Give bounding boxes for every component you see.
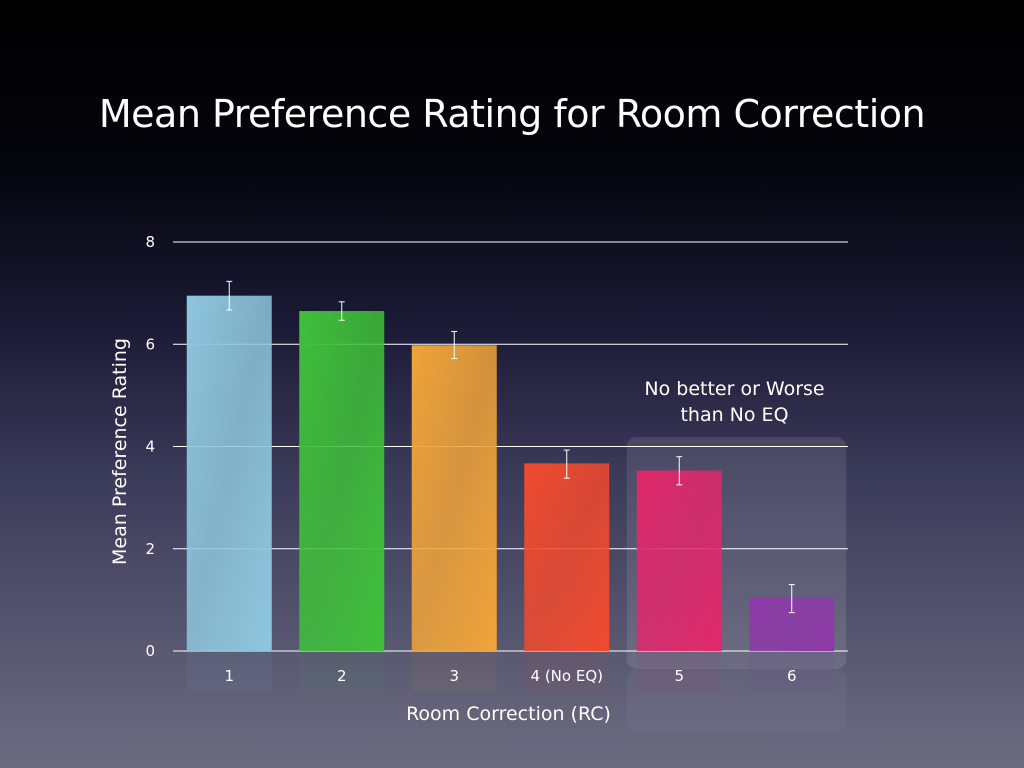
x-tick-label: 2 — [337, 667, 347, 685]
x-tick-label: 6 — [787, 667, 797, 685]
y-tick-label: 8 — [145, 233, 155, 251]
y-tick-label: 2 — [145, 540, 155, 558]
error-bar — [563, 449, 570, 479]
tick-labels: 0 2 4 6 8 1 2 3 4 (No EQ) 5 6 — [145, 233, 796, 685]
slide-title: Mean Preference Rating for Room Correcti… — [98, 92, 926, 136]
annotation-line: No better or Worse — [644, 378, 824, 400]
error-bar — [338, 301, 345, 321]
y-tick-label: 0 — [145, 642, 155, 660]
x-tick-label: 5 — [674, 667, 684, 685]
error-bar — [226, 280, 233, 311]
x-axis-title: Room Correction (RC) — [406, 703, 611, 725]
y-axis-title: Mean Preference Rating — [109, 338, 131, 565]
error-bar — [788, 584, 795, 614]
x-tick-label: 4 (No EQ) — [531, 667, 603, 685]
bar-2 — [299, 311, 385, 651]
error-bars — [226, 280, 795, 614]
bars — [186, 295, 835, 691]
bar-4 (No EQ) — [524, 463, 610, 651]
bar-5 — [636, 470, 722, 651]
bar-1 — [186, 295, 272, 651]
error-bar — [676, 456, 683, 486]
x-tick-label: 1 — [224, 667, 234, 685]
x-tick-label: 3 — [449, 667, 459, 685]
bar-reflection — [186, 651, 272, 691]
annotation-box-reflection — [626, 669, 847, 731]
bar-reflection — [636, 651, 722, 691]
bar-reflection — [749, 651, 835, 691]
error-bar — [451, 330, 458, 360]
bar-reflection — [299, 651, 385, 691]
bar-reflection — [411, 651, 497, 691]
y-tick-label: 4 — [145, 438, 155, 456]
annotation-text: No better or Worse than No EQ — [644, 378, 824, 426]
bar-3 — [411, 345, 497, 651]
y-tick-label: 6 — [145, 335, 155, 353]
bar-reflection — [524, 651, 610, 691]
annotation-line: than No EQ — [680, 404, 788, 426]
grid-lines — [173, 241, 848, 652]
